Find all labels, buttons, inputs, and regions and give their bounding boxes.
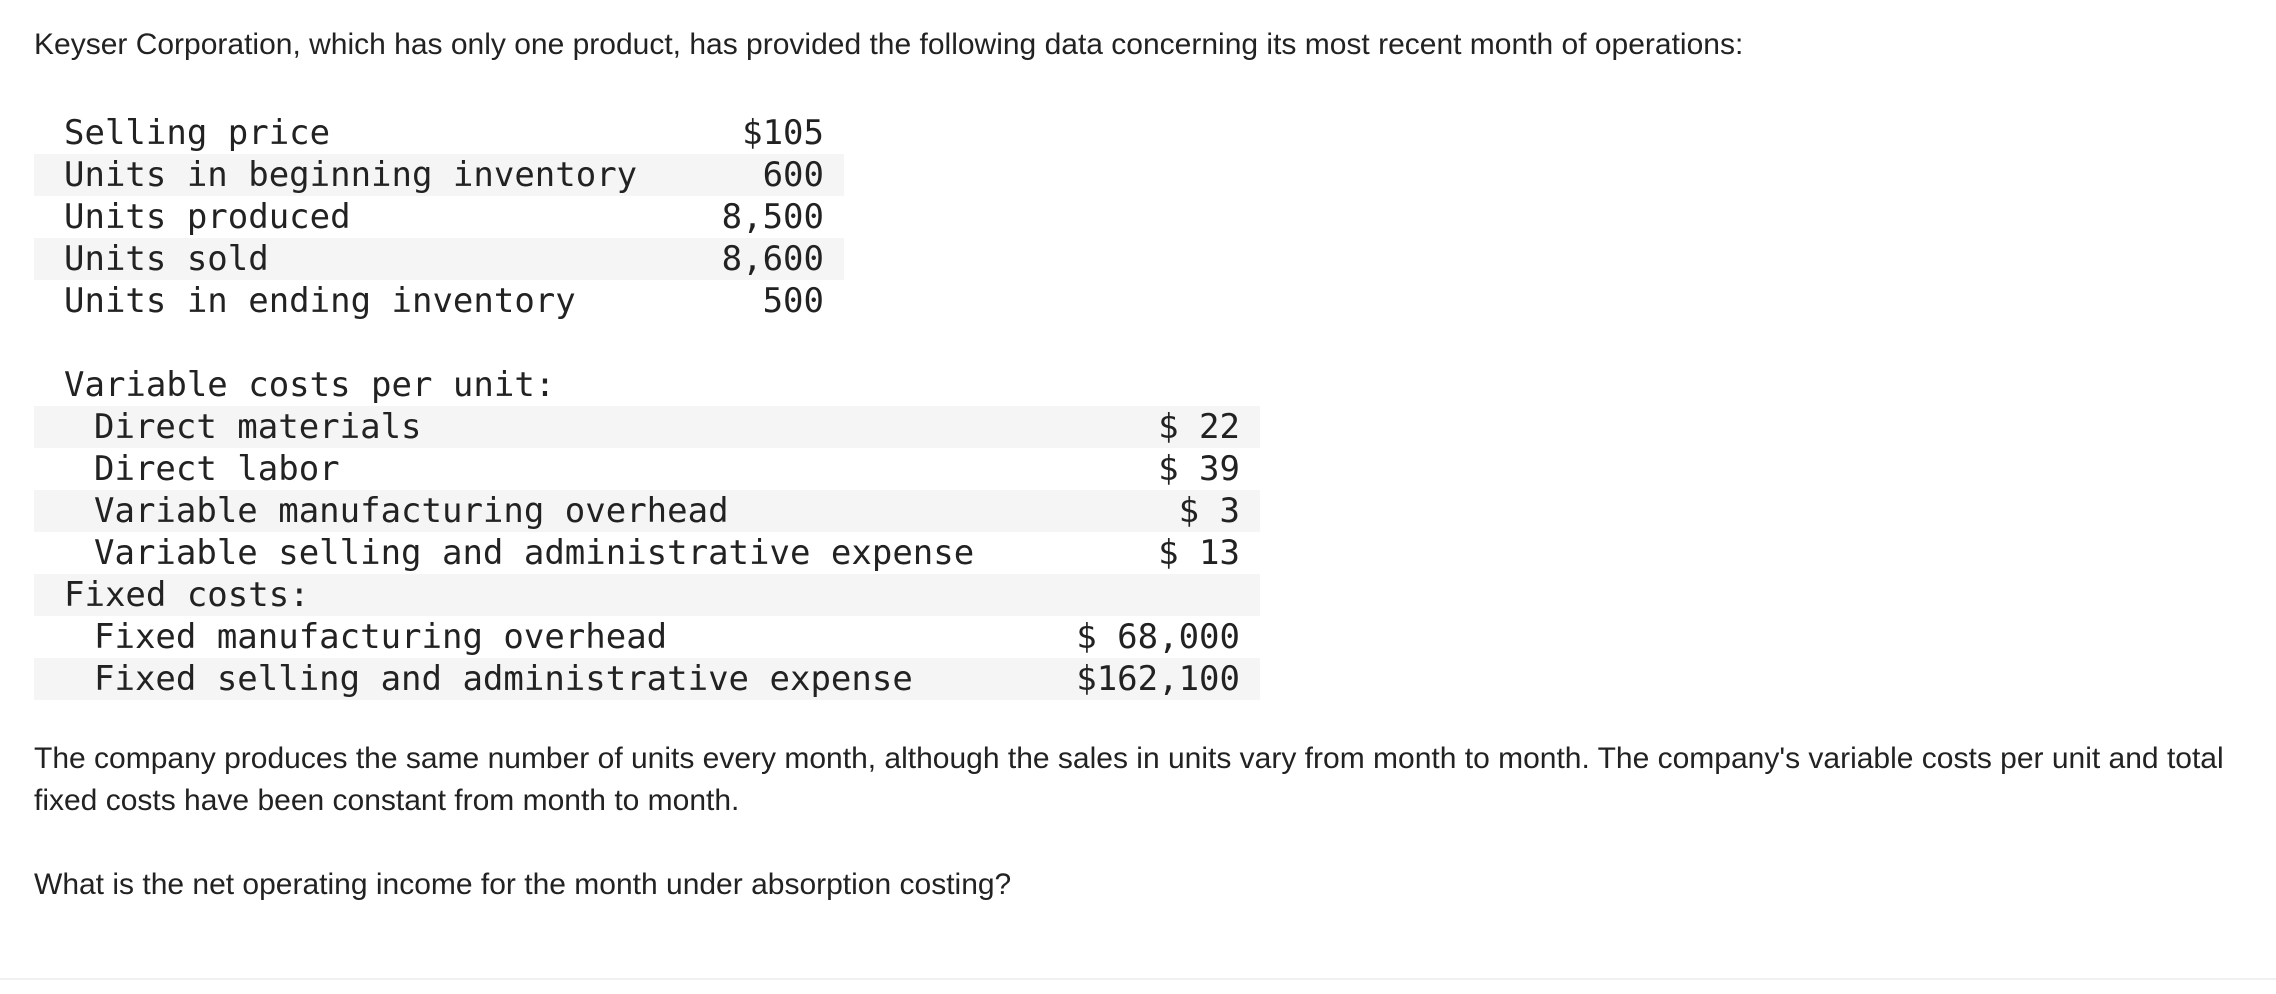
row-label: Variable selling and administrative expe… <box>94 533 975 573</box>
row-value: 600 <box>704 154 844 196</box>
divider <box>0 978 2276 980</box>
row-value: 8,500 <box>721 197 824 237</box>
table-row: Units produced 8,500 <box>34 196 844 238</box>
section-header-row: Variable costs per unit: <box>34 364 1260 406</box>
fixed-costs-header: Fixed costs: <box>34 574 1070 616</box>
section-header-row: Fixed costs: <box>34 574 1260 616</box>
row-value: 8,600 <box>704 238 844 280</box>
description-paragraph: The company produces the same number of … <box>34 742 2224 817</box>
row-value: $ 39 <box>1158 449 1240 489</box>
operations-data-table: Selling price $105 Units in beginning in… <box>34 112 844 322</box>
row-label: Selling price <box>64 113 331 153</box>
row-value: 500 <box>762 281 824 321</box>
variable-costs-header: Variable costs per unit: <box>64 365 556 405</box>
table-row: Variable manufacturing overhead $ 3 <box>34 490 1260 532</box>
row-value: $ 68,000 <box>1076 617 1240 657</box>
intro-text: Keyser Corporation, which has only one p… <box>34 28 1744 61</box>
row-value: $ 3 <box>1070 490 1260 532</box>
table-row: Selling price $105 <box>34 112 844 154</box>
question-text: What is the net operating income for the… <box>34 868 1012 901</box>
costs-data-table: Variable costs per unit: Direct material… <box>34 364 1260 700</box>
table-row: Fixed manufacturing overhead $ 68,000 <box>34 616 1260 658</box>
row-label: Units sold <box>34 238 704 280</box>
table-row: Variable selling and administrative expe… <box>34 532 1260 574</box>
row-value: $ 13 <box>1158 533 1240 573</box>
row-value: $105 <box>742 113 824 153</box>
row-label: Direct materials <box>34 406 1070 448</box>
table-row: Direct materials $ 22 <box>34 406 1260 448</box>
row-label: Fixed selling and administrative expense <box>34 658 1070 700</box>
row-label: Fixed manufacturing overhead <box>94 617 668 657</box>
table-row: Units in beginning inventory 600 <box>34 154 844 196</box>
row-value: $162,100 <box>1070 658 1260 700</box>
table-row: Direct labor $ 39 <box>34 448 1260 490</box>
row-label: Units in ending inventory <box>64 281 576 321</box>
row-value: $ 22 <box>1070 406 1260 448</box>
row-label: Variable manufacturing overhead <box>34 490 1070 532</box>
row-label: Units in beginning inventory <box>34 154 704 196</box>
table-row: Units in ending inventory 500 <box>34 280 844 322</box>
row-label: Units produced <box>64 197 351 237</box>
table-row: Units sold 8,600 <box>34 238 844 280</box>
row-label: Direct labor <box>94 449 340 489</box>
table-row: Fixed selling and administrative expense… <box>34 658 1260 700</box>
